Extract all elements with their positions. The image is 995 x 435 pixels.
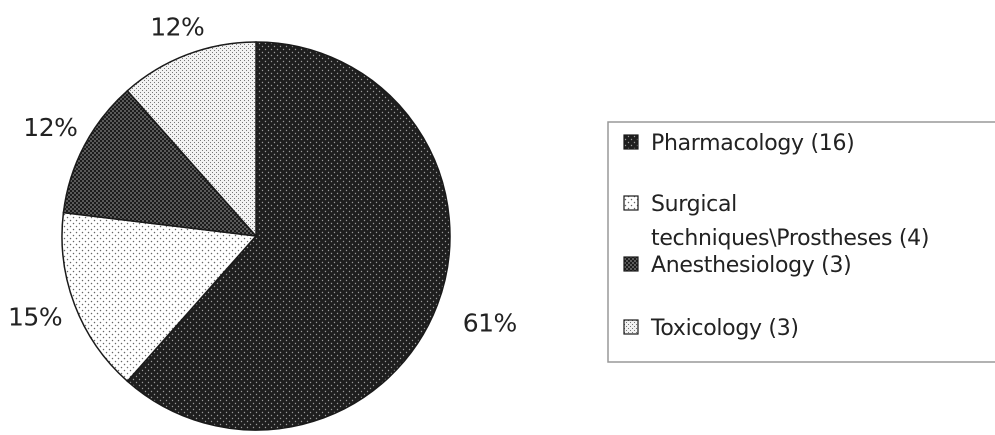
legend: Pharmacology (16) Surgical techniques\Pros…: [607, 121, 995, 363]
legend-swatch: [623, 195, 639, 211]
pie-percent-labels: 61% 15% 12% 12%: [8, 12, 517, 337]
legend-item: Pharmacology (16): [623, 131, 855, 156]
percent-label: 15%: [8, 302, 62, 331]
percent-label: 12%: [150, 12, 204, 41]
legend-items: Pharmacology (16) Surgical techniques\Pros…: [623, 131, 929, 341]
legend-label: Anesthesiology (3): [651, 253, 851, 278]
legend-swatch: [623, 134, 639, 150]
percent-label: 12%: [23, 113, 77, 142]
pie-slice-pharmacology: [126, 41, 451, 431]
legend-swatch: [623, 256, 639, 272]
legend-frame: [607, 121, 995, 363]
legend-item: Toxicology (3): [623, 316, 799, 341]
percent-label: 61%: [463, 309, 517, 338]
legend-label: Toxicology (3): [650, 316, 799, 341]
legend-swatch: [623, 319, 639, 335]
pie-slices: [61, 41, 451, 431]
pie-slice-surgical: [61, 211, 258, 383]
legend-item: Surgical techniques\Prostheses (4): [623, 192, 929, 251]
legend-label: Surgical: [651, 192, 737, 217]
pie-slice-anesthesiology: [62, 89, 258, 237]
legend-label: techniques\Prostheses (4): [651, 226, 929, 251]
legend-label: Pharmacology (16): [651, 131, 854, 156]
legend-item: Anesthesiology (3): [623, 253, 852, 278]
pie-slice-toxicology: [126, 41, 257, 238]
